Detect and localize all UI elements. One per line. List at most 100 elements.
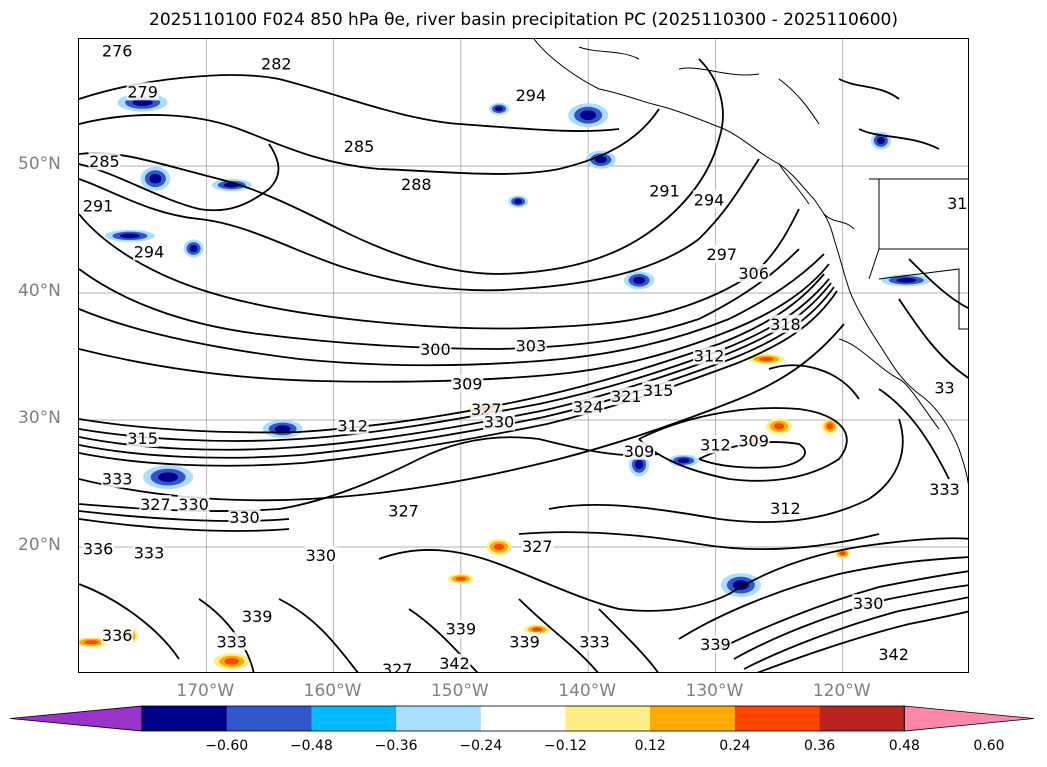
contour-label-bg [101,41,134,60]
contour-label: 285 [89,152,120,171]
contour-label: 294 [134,242,165,261]
contour-label: 309 [624,442,655,461]
precipitation-pc-fills [79,93,932,670]
positive-precip-region [532,627,543,632]
negative-precip-region [635,459,644,470]
negative-precip-region [119,233,140,239]
colorbar-tick-label: 0.48 [888,738,920,754]
colorbar-segment [396,706,482,731]
colorbar-tick-label: 0.12 [634,738,666,754]
latitude-label: 30°N [18,408,61,428]
contour-label: 339 [509,632,540,651]
contour-label-bg [82,196,115,215]
contour-label-bg [699,435,732,454]
contour-label: 333 [216,632,247,651]
negative-precip-region [149,173,162,184]
colorbar-tick-label: −0.60 [205,738,249,754]
contour-label-bg [126,82,159,101]
coastline [533,39,968,485]
contour-label: 312 [337,416,368,435]
contour-label: 276 [102,42,133,61]
contour-label: 312 [700,435,731,454]
contour-label-bg [642,380,675,399]
colorbar-segment [650,706,736,731]
contour-label: 297 [707,245,738,264]
contour-label-bg [126,429,159,448]
contour-label-bg [693,190,726,209]
contour-label: 330 [178,495,209,514]
contour-label-bg [699,634,732,653]
longitude-label: 150°W [430,681,489,701]
contour-label-bg [82,539,115,558]
negative-precip-region [633,276,646,284]
contour-label-bg [852,594,885,613]
contour-label-bg [928,378,961,397]
negative-precip-region [876,137,885,145]
contour-label-bg [737,431,770,450]
contour-label: 309 [452,374,483,393]
colorbar-tick-label: 0.36 [804,738,836,754]
contour-label: 327 [382,660,413,673]
contour-label: 309 [738,432,769,451]
longitude-label: 130°W [685,681,744,701]
positive-precip-region [455,576,467,581]
negative-precip-region [896,277,917,283]
contour-label: 330 [853,594,884,613]
contour-label: 342 [439,654,470,673]
contour-label: 330 [484,413,515,432]
positive-precip-region [84,640,99,645]
contour-label-bg [438,653,471,672]
contour-label: 291 [83,197,114,216]
contour-label: 327 [388,501,419,520]
longitude-label: 140°W [558,681,617,701]
negative-precip-region [132,98,153,107]
contour-label: 333 [102,470,133,489]
colorbar-segment [480,706,566,731]
contour-label-bg [769,498,802,517]
contour-label-bg [260,54,293,73]
colorbar-min-arrow [10,705,143,732]
latitude-label: 20°N [18,535,61,555]
contour-label: 339 [242,607,273,626]
negative-precip-region [189,244,198,253]
colorbar-segment [226,706,312,731]
contour-label: 330 [306,546,337,565]
negative-precip-region [580,110,597,120]
contour-label: 312 [694,347,725,366]
contour-label-bg [769,314,802,333]
positive-precip-region [826,423,834,430]
negative-precip-region [677,458,690,464]
contour-label: 342 [878,645,909,664]
positive-precip-region [224,658,239,665]
negative-precip-region [594,156,607,164]
contour-label: 318 [770,315,801,334]
colorbar-tick-label: −0.36 [374,738,418,754]
contour-label-bg [139,495,172,514]
contour-label-bg [508,632,541,651]
contour-label: 315 [643,381,674,400]
contour-label: 339 [700,635,731,654]
contour-label: 327 [522,537,553,556]
colorbar-segment [142,706,228,731]
contour-label-bg [648,181,681,200]
contour-label: 300 [420,340,451,359]
contour-label-bg [400,175,433,194]
negative-precip-region [495,106,504,112]
contour-label-bg [241,606,274,625]
contour-label-bg [215,632,248,651]
contour-label-bg [101,469,134,488]
contour-label-bg [610,387,643,406]
contour-label: 33 [934,378,954,397]
negative-precip-region [158,472,179,482]
contour-label-bg [451,374,484,393]
colorbar [10,705,1035,732]
contour-label-bg [419,340,452,359]
colorbar-frame [141,705,905,732]
contour-label: 294 [694,190,725,209]
contour-label: 303 [516,336,547,355]
contour-label: 339 [446,620,477,639]
contour-label-bg [133,242,166,261]
negative-precip-region [732,580,749,590]
